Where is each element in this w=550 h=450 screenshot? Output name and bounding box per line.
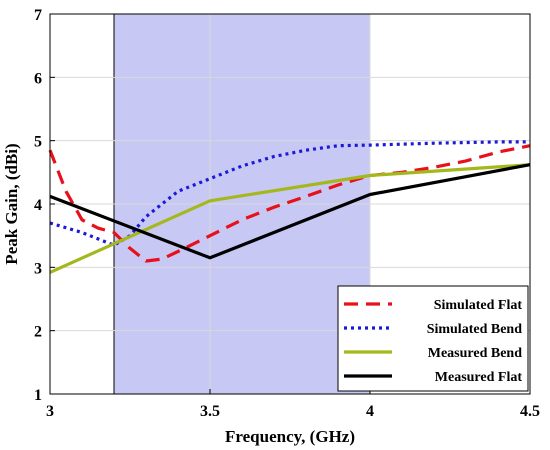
y-tick-label: 3: [34, 260, 42, 277]
legend-label: Measured Bend: [428, 346, 522, 361]
y-tick-label: 7: [34, 7, 42, 24]
legend-label: Measured Flat: [435, 370, 523, 385]
x-axis-label: Frequency, (GHz): [225, 427, 355, 446]
x-tick-label: 3.5: [200, 403, 220, 420]
y-tick-label: 2: [34, 324, 42, 341]
y-axis-label: Peak Gain, (dBi): [2, 143, 21, 264]
y-tick-label: 5: [34, 134, 42, 151]
series-line-simulated-flat: [48, 144, 531, 263]
series-line-measured-flat: [49, 163, 531, 260]
x-tick-label: 3: [46, 403, 54, 420]
series-line-measured-bend: [49, 163, 531, 274]
tick-layer: 3 3.5 4 4.5 1 2 3 4 5 6 7: [34, 7, 540, 420]
y-tick-label: 6: [34, 70, 42, 87]
series-layer: [48, 140, 531, 274]
x-tick-label: 4.5: [520, 403, 540, 420]
x-tick-label: 4: [366, 403, 374, 420]
y-tick-label: 1: [34, 387, 42, 404]
legend-label: Simulated Bend: [427, 322, 523, 337]
y-tick-label: 4: [34, 197, 42, 214]
legend-label: Simulated Flat: [434, 298, 523, 313]
legend: Simulated Flat Simulated Bend Measured Ben…: [337, 285, 529, 392]
